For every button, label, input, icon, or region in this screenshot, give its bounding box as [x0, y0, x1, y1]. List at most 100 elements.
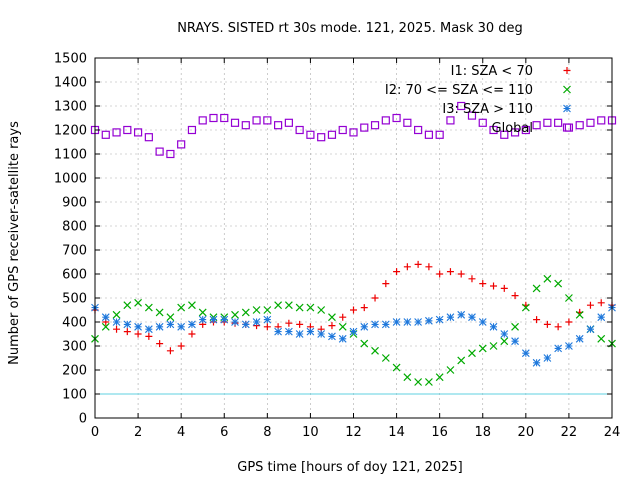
- data-point: [500, 330, 509, 338]
- data-point: [586, 118, 595, 127]
- data-point: [468, 313, 476, 322]
- data-point: [586, 325, 595, 334]
- data-point: [371, 320, 379, 329]
- data-point: [123, 320, 132, 329]
- data-point: [382, 280, 390, 288]
- data-point: [177, 322, 186, 331]
- data-point: [403, 263, 411, 271]
- data-point: [435, 130, 444, 139]
- data-point: [145, 332, 153, 340]
- data-point: [144, 133, 153, 142]
- data-point: [510, 128, 520, 137]
- data-point: [123, 328, 131, 336]
- data-point: [112, 318, 121, 326]
- x-tick-label: 10: [302, 425, 319, 440]
- data-point: [554, 323, 562, 331]
- data-point: [467, 111, 477, 120]
- axes: 0 2 4 6 8 10 12 14 16 18 20 22 240100200300400500600…: [54, 52, 620, 441]
- y-tick-label: 1300: [54, 100, 87, 115]
- data-point: [565, 318, 573, 326]
- data-point: [392, 318, 401, 326]
- data-point: [565, 342, 573, 350]
- data-point: [575, 310, 584, 319]
- data-point: [479, 280, 487, 288]
- data-point: [350, 306, 357, 314]
- data-point: [101, 130, 110, 139]
- data-point: [339, 313, 347, 321]
- data-point: [134, 298, 143, 307]
- data-point: [360, 339, 369, 348]
- data-point: [295, 125, 304, 135]
- data-point: [113, 325, 121, 333]
- data-point: [533, 316, 541, 324]
- x-axis-label: GPS time [hours of doy 121, 2025]: [237, 460, 462, 475]
- y-tick-label: 500: [62, 292, 87, 307]
- data-point: [123, 301, 132, 310]
- data-point: [478, 318, 487, 326]
- data-point: [414, 318, 423, 326]
- data-point: [457, 101, 466, 111]
- data-point: [446, 268, 454, 276]
- data-point: [597, 299, 605, 307]
- data-point: [177, 342, 185, 350]
- data-point: [392, 113, 401, 123]
- y-tick-label: 1500: [54, 52, 87, 67]
- data-point: [381, 320, 390, 329]
- y-tick-label: 1400: [54, 76, 87, 91]
- data-point: [187, 125, 197, 135]
- data-point: [543, 320, 551, 328]
- data-point: [564, 294, 573, 302]
- data-point: [360, 304, 368, 312]
- data-point: [285, 319, 293, 327]
- data-point: [424, 130, 433, 139]
- y-axis-label: Number of GPS receiver-satellite rays: [7, 121, 22, 365]
- data-point: [274, 121, 283, 130]
- data-point: [112, 128, 121, 137]
- data-point: [371, 294, 379, 302]
- data-point: [166, 313, 175, 322]
- data-point: [220, 315, 229, 324]
- data-point: [144, 303, 153, 312]
- data-point: [284, 118, 293, 127]
- data-point: [155, 322, 164, 331]
- data-point: [241, 121, 250, 130]
- x-tick-label: 12: [345, 425, 362, 440]
- y-tick-label: 900: [62, 196, 87, 211]
- data-point: [101, 322, 110, 331]
- data-point: [554, 279, 563, 288]
- data-point: [133, 128, 143, 137]
- data-point: [414, 260, 422, 268]
- data-point: [490, 282, 498, 290]
- data-point: [392, 363, 401, 372]
- data-point: [381, 116, 390, 125]
- data-point: [457, 310, 466, 319]
- data-point: [500, 130, 509, 139]
- data-point: [424, 378, 433, 386]
- data-point: [252, 306, 261, 314]
- data-point: [435, 373, 444, 382]
- data-point: [436, 270, 444, 278]
- legend-marker: [563, 85, 571, 94]
- data-point: [393, 268, 401, 276]
- x-tick-label: 22: [561, 425, 578, 440]
- x-tick-label: 18: [474, 425, 491, 440]
- x-tick-label: 2: [134, 425, 142, 440]
- data-point: [575, 121, 584, 130]
- data-point: [198, 315, 207, 324]
- data-point: [241, 320, 250, 329]
- legend: I1: SZA < 70 I2: 70 <= SZA <= 110 I3: SZA …: [385, 64, 572, 136]
- data-point: [317, 306, 326, 314]
- data-point: [252, 116, 261, 125]
- series-1: [91, 260, 616, 355]
- data-point: [511, 322, 519, 331]
- data-point: [328, 322, 336, 330]
- legend-marker: [563, 67, 571, 74]
- data-point: [414, 125, 423, 135]
- data-point: [263, 306, 272, 314]
- data-point: [478, 344, 487, 353]
- y-tick-label: 0: [79, 412, 87, 427]
- x-tick-label: 0: [91, 425, 99, 440]
- data-point: [188, 301, 196, 310]
- legend-marker: [563, 104, 571, 113]
